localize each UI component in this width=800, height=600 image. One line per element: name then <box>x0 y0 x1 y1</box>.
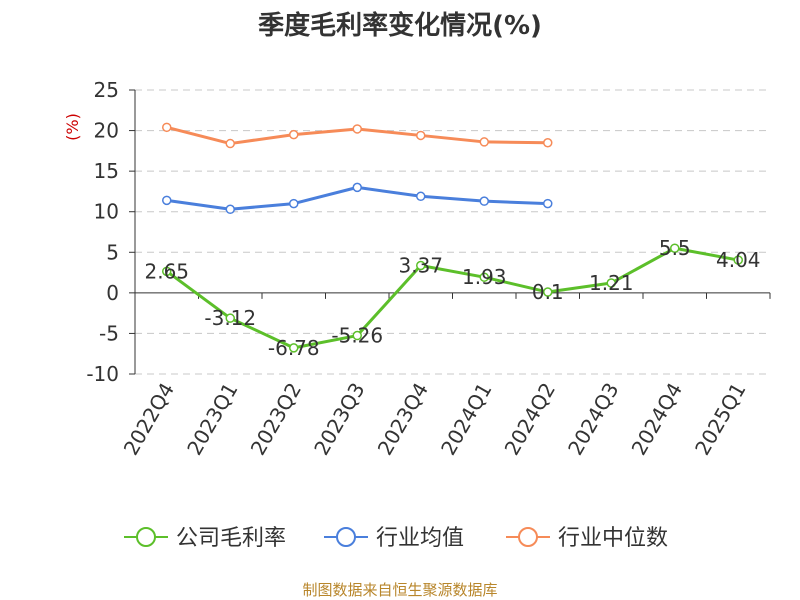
data-label: 5.5 <box>659 236 691 260</box>
data-point <box>352 124 362 134</box>
data-label: 1.21 <box>589 271 634 295</box>
y-axis-label: (%) <box>63 113 82 141</box>
legend-label: 行业中位数 <box>558 526 668 551</box>
series-lines <box>162 122 743 353</box>
data-labels: 2.65 -3.12 -6.78 -5.26 3.37 1.93 0.1 1.21 5.5 4.0… <box>144 236 760 360</box>
data-point <box>225 204 235 215</box>
series-line <box>165 246 739 350</box>
x-tick-label: 2024Q2 <box>500 379 560 460</box>
data-point <box>543 198 553 209</box>
data-point <box>416 130 426 141</box>
data-label: 1.93 <box>462 265 507 289</box>
legend-marker <box>136 527 156 547</box>
x-tick-label: 2024Q4 <box>627 379 687 460</box>
data-point <box>479 137 489 147</box>
data-point <box>670 243 680 253</box>
y-tick-label: 5 <box>106 240 119 264</box>
legend-label: 行业均值 <box>376 526 464 551</box>
data-point <box>479 196 489 206</box>
data-label: -6.78 <box>268 336 320 360</box>
data-point <box>162 266 172 277</box>
data-point <box>289 129 299 140</box>
data-label: 0.1 <box>532 280 564 304</box>
data-point <box>416 191 426 202</box>
data-label: -3.12 <box>204 306 256 330</box>
data-point <box>606 278 616 288</box>
legend-label: 公司毛利率 <box>176 526 286 551</box>
grid-lines <box>135 89 770 375</box>
data-point <box>543 137 553 148</box>
y-tick-label: 15 <box>94 159 119 183</box>
y-tick-label: 10 <box>94 200 119 224</box>
data-point <box>162 195 172 206</box>
x-tick-label: 2023Q2 <box>246 379 306 460</box>
x-tick-label: 2023Q4 <box>373 379 433 460</box>
x-tick-label: 2022Q4 <box>119 379 179 460</box>
data-label: 3.37 <box>398 254 443 278</box>
y-tick-label: -10 <box>86 362 119 386</box>
y-tick-label: 0 <box>106 281 119 305</box>
chart-title: 季度毛利率变化情况(%) <box>258 10 542 41</box>
data-point <box>289 343 299 353</box>
data-point <box>162 122 172 133</box>
legend-marker <box>518 527 538 547</box>
x-tick-label: 2024Q1 <box>436 379 496 460</box>
data-point <box>352 182 362 193</box>
data-label: 2.65 <box>144 259 189 283</box>
x-tick-label: 2024Q3 <box>563 379 623 460</box>
x-tick-label: 2023Q1 <box>182 379 242 460</box>
data-point <box>289 198 299 209</box>
data-point <box>225 138 235 149</box>
data-label: -5.26 <box>331 324 383 348</box>
y-tick-label: -5 <box>99 321 119 345</box>
x-tick-label: 2023Q3 <box>309 379 369 460</box>
data-point <box>225 313 235 323</box>
y-tick-label: 25 <box>94 78 119 102</box>
data-point <box>543 287 553 297</box>
data-point <box>479 272 489 282</box>
data-label: 4.04 <box>716 248 761 272</box>
data-point <box>733 255 743 265</box>
legend: 公司毛利率 行业均值 行业中位数 <box>124 526 668 551</box>
legend-marker <box>336 527 356 547</box>
data-point <box>416 260 426 271</box>
y-tick-label: 20 <box>94 119 119 143</box>
data-point <box>352 330 362 341</box>
chart-source: 制图数据来自恒生聚源数据库 <box>302 581 497 599</box>
x-tick-label: 2025Q1 <box>690 379 750 460</box>
